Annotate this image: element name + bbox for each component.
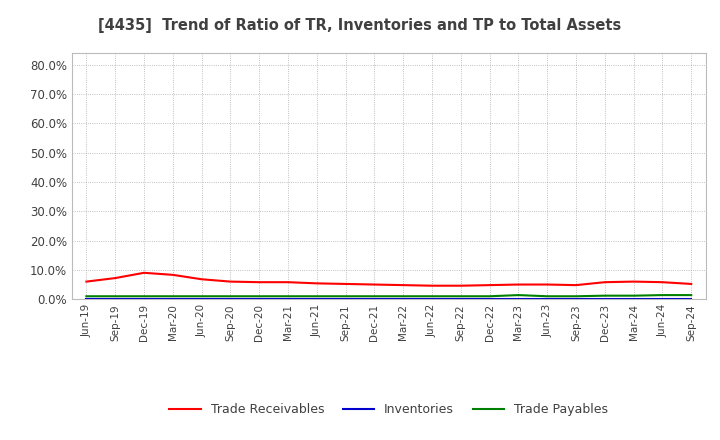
Trade Payables <box>197 293 206 299</box>
Trade Receivables <box>197 277 206 282</box>
Trade Payables <box>399 293 408 299</box>
Trade Payables <box>341 293 350 299</box>
Trade Receivables <box>600 279 609 285</box>
Inventories <box>111 296 120 301</box>
Trade Receivables <box>370 282 379 287</box>
Trade Payables <box>226 293 235 299</box>
Trade Payables <box>687 293 696 298</box>
Inventories <box>572 296 580 301</box>
Inventories <box>514 296 523 301</box>
Trade Payables <box>485 293 494 299</box>
Inventories <box>82 296 91 301</box>
Trade Payables <box>428 293 436 299</box>
Inventories <box>687 296 696 301</box>
Inventories <box>485 296 494 301</box>
Trade Payables <box>370 293 379 299</box>
Trade Receivables <box>255 279 264 285</box>
Trade Payables <box>572 293 580 299</box>
Trade Receivables <box>168 272 177 278</box>
Inventories <box>399 296 408 301</box>
Inventories <box>629 296 638 301</box>
Inventories <box>168 296 177 301</box>
Inventories <box>370 296 379 301</box>
Inventories <box>600 296 609 301</box>
Inventories <box>255 296 264 301</box>
Trade Receivables <box>687 281 696 286</box>
Trade Payables <box>140 293 148 299</box>
Inventories <box>543 296 552 301</box>
Inventories <box>456 296 465 301</box>
Inventories <box>226 296 235 301</box>
Legend: Trade Receivables, Inventories, Trade Payables: Trade Receivables, Inventories, Trade Pa… <box>164 398 613 421</box>
Line: Trade Payables: Trade Payables <box>86 295 691 296</box>
Trade Payables <box>82 293 91 299</box>
Inventories <box>312 296 321 301</box>
Trade Payables <box>514 293 523 298</box>
Trade Receivables <box>456 283 465 288</box>
Trade Receivables <box>82 279 91 284</box>
Trade Payables <box>658 293 667 298</box>
Trade Payables <box>543 293 552 299</box>
Inventories <box>658 296 667 301</box>
Trade Payables <box>600 293 609 298</box>
Trade Receivables <box>140 270 148 275</box>
Inventories <box>428 296 436 301</box>
Trade Payables <box>111 293 120 299</box>
Inventories <box>140 296 148 301</box>
Trade Receivables <box>226 279 235 284</box>
Trade Payables <box>456 293 465 299</box>
Trade Receivables <box>572 282 580 288</box>
Trade Payables <box>312 293 321 299</box>
Trade Receivables <box>399 282 408 288</box>
Trade Payables <box>168 293 177 299</box>
Inventories <box>197 296 206 301</box>
Text: [4435]  Trend of Ratio of TR, Inventories and TP to Total Assets: [4435] Trend of Ratio of TR, Inventories… <box>99 18 621 33</box>
Trade Receivables <box>284 279 292 285</box>
Trade Receivables <box>629 279 638 284</box>
Trade Receivables <box>428 283 436 288</box>
Trade Receivables <box>485 282 494 288</box>
Inventories <box>284 296 292 301</box>
Trade Receivables <box>312 281 321 286</box>
Line: Trade Receivables: Trade Receivables <box>86 273 691 286</box>
Trade Payables <box>629 293 638 298</box>
Trade Payables <box>284 293 292 299</box>
Trade Payables <box>255 293 264 299</box>
Trade Receivables <box>341 281 350 286</box>
Trade Receivables <box>658 279 667 285</box>
Trade Receivables <box>514 282 523 287</box>
Trade Receivables <box>543 282 552 287</box>
Inventories <box>341 296 350 301</box>
Trade Receivables <box>111 275 120 281</box>
